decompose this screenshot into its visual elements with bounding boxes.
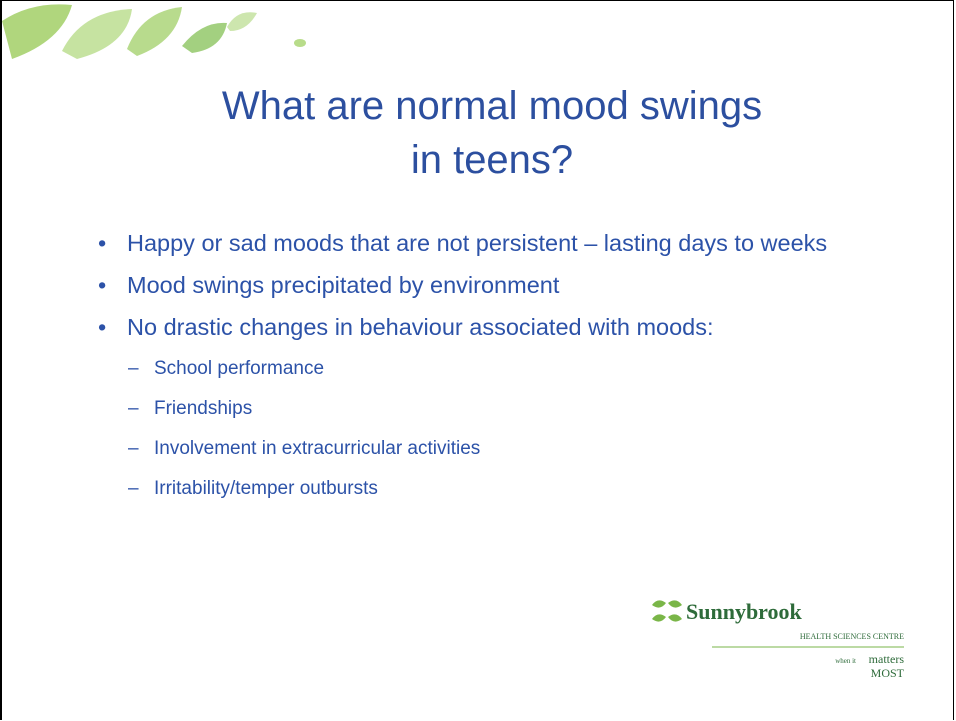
sub-bullet: Involvement in extracurricular activitie…	[98, 436, 878, 462]
sub-bullet: School performance	[98, 356, 878, 382]
logo-tagline-big: MOST	[871, 666, 905, 680]
leaf-decoration	[2, 1, 332, 71]
logo-tagline: matters	[869, 652, 905, 666]
logo-subtitle: HEALTH SCIENCES CENTRE	[800, 632, 904, 641]
logo-name: Sunnybrook	[686, 599, 803, 624]
logo: Sunnybrook HEALTH SCIENCES CENTRE when i…	[652, 597, 912, 697]
sub-bullet-list: School performance Friendships Involvement…	[98, 356, 878, 502]
bullet: No drastic changes in behaviour associat…	[98, 311, 878, 344]
bullet: Happy or sad moods that are not persiste…	[98, 227, 878, 260]
bullet-list: Happy or sad moods that are not persiste…	[98, 227, 878, 516]
bullet: Mood swings precipitated by environment	[98, 269, 878, 302]
logo-tagline-small: when it	[835, 657, 856, 665]
slide: What are normal mood swings in teens? Ha…	[0, 0, 954, 720]
sub-bullet: Friendships	[98, 396, 878, 422]
sub-bullet: Irritability/temper outbursts	[98, 476, 878, 502]
slide-title: What are normal mood swings in teens?	[212, 79, 772, 187]
